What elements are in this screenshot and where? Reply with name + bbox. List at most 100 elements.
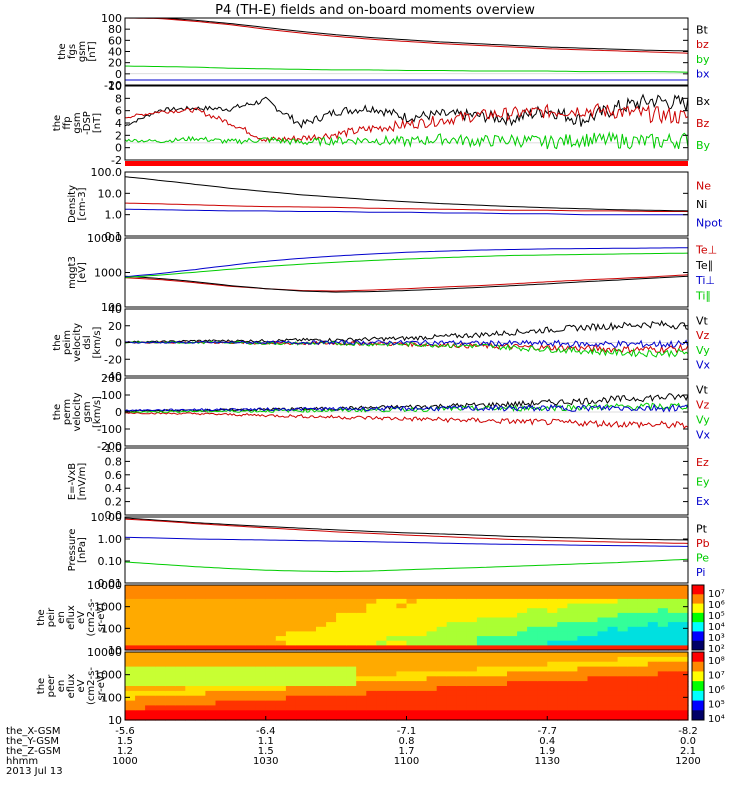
heatmap-cell [677,681,689,687]
heatmap-cell [386,622,398,628]
heatmap-cell [637,661,649,668]
heatmap-cell [225,617,237,623]
y-axis-label: Density [67,185,78,223]
heatmap-cell [577,681,589,687]
heatmap-cell [446,695,458,702]
heatmap-cell [356,690,367,697]
heatmap-cell [577,589,589,595]
heatmap-cell [667,671,679,677]
y-tick-label: 10 [108,714,122,727]
heatmap-cell [235,652,247,658]
heatmap-cell [446,690,458,697]
heatmap-cell [366,671,377,677]
x-tick-label: 1.5 [117,736,133,747]
heatmap-cell [175,594,186,600]
heatmap-cell [376,652,387,658]
heatmap-cell [657,681,669,687]
heatmap-cell [507,645,518,651]
heatmap-cell [416,695,428,702]
heatmap-cell [306,612,317,619]
heatmap-cell [456,608,468,614]
heatmap-cell [497,700,508,707]
heatmap-cell [657,612,669,619]
heatmap-cell [567,686,579,692]
heatmap-cell [366,666,377,673]
heatmap-cell [185,681,196,687]
heatmap-cell [557,681,568,687]
heatmap-cell [466,640,478,646]
heatmap-cell [275,608,287,614]
heatmap-cell [426,661,438,668]
y-axis-label: mqgt3 [67,256,78,289]
heatmap-cell [647,626,659,632]
heatmap-cell [486,666,498,673]
heatmap-cell [607,676,619,682]
heatmap-cell [647,652,659,658]
heatmap-cell [647,671,659,677]
heatmap-cell [376,626,387,632]
heatmap-cell [306,705,317,711]
heatmap-cell [255,645,267,651]
heatmap-cell [396,695,408,702]
heatmap-cell [607,612,619,619]
heatmap-cell [165,710,176,716]
heatmap-cell [456,645,468,651]
heatmap-cell [577,710,589,716]
heatmap-cell [215,705,227,711]
heatmap-cell [366,612,377,619]
heatmap-cell [295,636,307,642]
y-axis-label: eV [76,611,87,624]
legend-label: Ti∥ [695,289,711,302]
heatmap-cell [376,656,387,663]
heatmap-cell [517,636,528,642]
heatmap-cell [597,631,609,637]
heatmap-cell [215,608,227,614]
heatmap-cell [497,603,508,609]
heatmap-cell [245,636,257,642]
heatmap-cell [265,705,277,711]
heatmap-cell [637,636,649,642]
heatmap-cell [507,666,518,673]
heatmap-cell [677,715,689,721]
heatmap-cell [627,671,639,677]
heatmap-cell [416,585,428,591]
heatmap-cell [346,676,357,682]
heatmap-cell [245,656,257,663]
heatmap-cell [547,617,558,623]
heatmap-cell [577,603,589,609]
heatmap-cell [235,594,247,600]
heatmap-cell [667,710,679,716]
heatmap-cell [225,636,237,642]
colorbar-tick-label: 10² [708,644,725,655]
heatmap-cell [336,671,347,677]
heatmap-cell [517,666,528,673]
heatmap-cell [557,603,568,609]
heatmap-cell [497,705,508,711]
y-tick-label: 20 [108,57,122,70]
heatmap-cell [466,671,478,677]
heatmap-cell [607,681,619,687]
heatmap-cell [527,686,538,692]
heatmap-cell [316,626,327,632]
heatmap-cell [587,622,599,628]
heatmap-cell [486,671,498,677]
heatmap-cell [265,715,277,721]
heatmap-cell [205,617,217,623]
heatmap-cell [507,695,518,702]
heatmap-cell [647,681,659,687]
y-tick-label: 10 [108,644,122,657]
heatmap-cell [507,585,518,591]
heatmap-cell [507,686,518,692]
heatmap-cell [416,676,428,682]
heatmap-cell [165,594,176,600]
y-tick-label: 10.0 [98,187,123,200]
heatmap-cell [346,622,357,628]
heatmap-cell [456,640,468,646]
heatmap-cell [436,598,448,605]
heatmap-cell [677,636,689,642]
heatmap-cell [446,589,458,595]
heatmap-cell [567,608,579,614]
heatmap-cell [597,598,609,605]
y-tick-label: 0 [115,142,122,155]
heatmap-cell [155,666,166,673]
